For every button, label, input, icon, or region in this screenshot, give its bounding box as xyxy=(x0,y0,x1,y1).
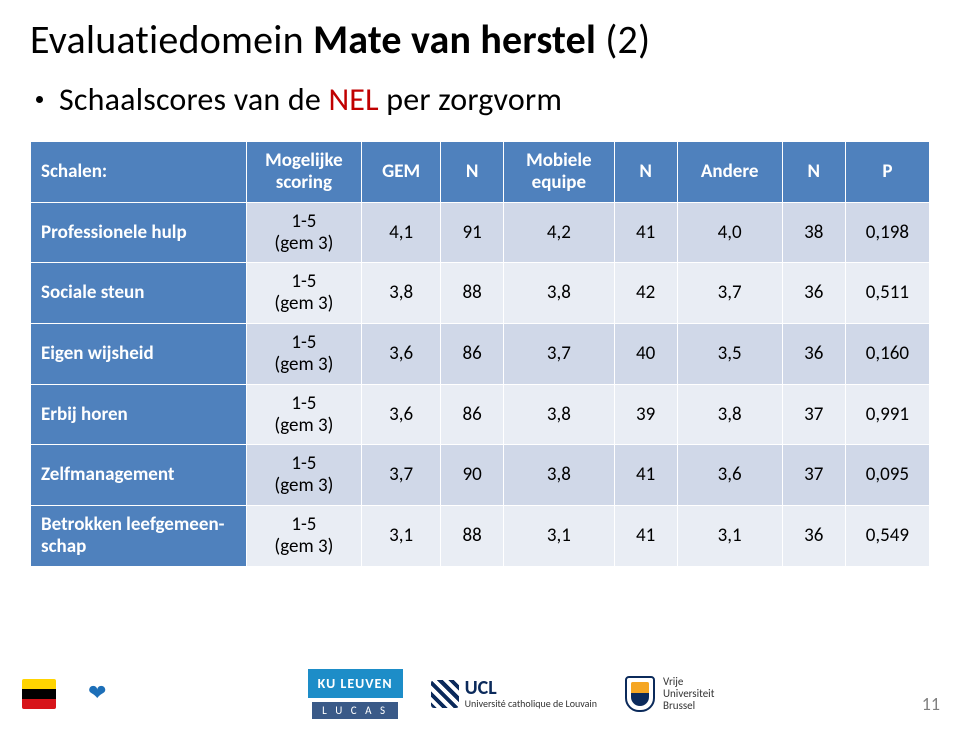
cell-n1: 86 xyxy=(441,384,504,445)
ucl-small-label: Université catholique de Louvain xyxy=(465,699,597,710)
heart-icon xyxy=(84,679,118,709)
title-bold: Mate van herstel xyxy=(313,15,596,64)
th-mobiele: Mobiele equipe xyxy=(504,142,614,203)
table-row: Betrokken leefgemeen-schap1-5 (gem 3)3,1… xyxy=(31,506,930,567)
cell-label: Sociale steun xyxy=(31,263,247,324)
title-suffix: (2) xyxy=(596,15,650,64)
cell-p: 0,991 xyxy=(845,384,929,445)
cell-gem: 3,8 xyxy=(362,263,441,324)
lucas-logo: KU LEUVEN L U C A S xyxy=(308,669,403,719)
cell-label: Eigen wijsheid xyxy=(31,324,247,385)
cell-scoring: 1-5 (gem 3) xyxy=(246,202,362,263)
table-row: Professionele hulp1-5 (gem 3)4,1914,2414… xyxy=(31,202,930,263)
cell-n3: 37 xyxy=(782,445,845,506)
cell-n1: 90 xyxy=(441,445,504,506)
cell-scoring: 1-5 (gem 3) xyxy=(246,506,362,567)
cell-n1: 91 xyxy=(441,202,504,263)
cell-p: 0,198 xyxy=(845,202,929,263)
cell-me: 3,7 xyxy=(504,324,614,385)
table-row: Erbij horen1-5 (gem 3)3,6863,8393,8370,9… xyxy=(31,384,930,445)
cell-n3: 37 xyxy=(782,384,845,445)
slide-title: Evaluatiedomein Mate van herstel (2) xyxy=(30,18,930,62)
th-andere: Andere xyxy=(677,142,782,203)
cell-label: Zelfmanagement xyxy=(31,445,247,506)
vub-shield-icon xyxy=(625,676,655,712)
cell-label: Professionele hulp xyxy=(31,202,247,263)
cell-p: 0,511 xyxy=(845,263,929,324)
cell-n2: 41 xyxy=(614,506,677,567)
lucas-label: L U C A S xyxy=(312,702,398,719)
subtitle-post: per zorgvorm xyxy=(379,80,562,119)
subtitle-pre: Schaalscores van de xyxy=(59,80,328,119)
th-schalen: Schalen: xyxy=(31,142,247,203)
cell-label: Erbij horen xyxy=(31,384,247,445)
ucl-mark-icon xyxy=(431,680,459,708)
cell-n2: 42 xyxy=(614,263,677,324)
cell-gem: 4,1 xyxy=(362,202,441,263)
page-number: 11 xyxy=(922,693,940,715)
cell-n2: 41 xyxy=(614,445,677,506)
cell-n3: 36 xyxy=(782,324,845,385)
cell-and: 4,0 xyxy=(677,202,782,263)
data-table: Schalen: Mogelijke scoring GEM N Mobiele… xyxy=(30,141,930,567)
cell-gem: 3,6 xyxy=(362,384,441,445)
cell-gem: 3,7 xyxy=(362,445,441,506)
table-header-row: Schalen: Mogelijke scoring GEM N Mobiele… xyxy=(31,142,930,203)
cell-label: Betrokken leefgemeen-schap xyxy=(31,506,247,567)
cell-scoring: 1-5 (gem 3) xyxy=(246,445,362,506)
cell-n3: 36 xyxy=(782,506,845,567)
cell-n2: 39 xyxy=(614,384,677,445)
cell-n1: 88 xyxy=(441,263,504,324)
cell-and: 3,7 xyxy=(677,263,782,324)
cell-me: 3,8 xyxy=(504,263,614,324)
cell-scoring: 1-5 (gem 3) xyxy=(246,384,362,445)
th-p: P xyxy=(845,142,929,203)
cell-n2: 40 xyxy=(614,324,677,385)
table-row: Eigen wijsheid1-5 (gem 3)3,6863,7403,536… xyxy=(31,324,930,385)
th-scoring: Mogelijke scoring xyxy=(246,142,362,203)
cell-n1: 88 xyxy=(441,506,504,567)
vub-logo: Vrije Universiteit Brussel xyxy=(625,676,714,712)
cell-scoring: 1-5 (gem 3) xyxy=(246,263,362,324)
cell-and: 3,5 xyxy=(677,324,782,385)
th-gem: GEM xyxy=(362,142,441,203)
cell-me: 3,8 xyxy=(504,445,614,506)
cell-n1: 86 xyxy=(441,324,504,385)
cell-scoring: 1-5 (gem 3) xyxy=(246,324,362,385)
cell-p: 0,095 xyxy=(845,445,929,506)
table-row: Zelfmanagement1-5 (gem 3)3,7903,8413,637… xyxy=(31,445,930,506)
vub-line3: Brussel xyxy=(663,700,714,712)
cell-n2: 41 xyxy=(614,202,677,263)
cell-p: 0,549 xyxy=(845,506,929,567)
footer: KU LEUVEN L U C A S UCL Université catho… xyxy=(0,669,960,719)
th-n1: N xyxy=(441,142,504,203)
ucl-big-label: UCL xyxy=(465,678,597,699)
cell-n3: 36 xyxy=(782,263,845,324)
subtitle-accent: NEL xyxy=(328,80,378,119)
th-n3: N xyxy=(782,142,845,203)
cell-and: 3,8 xyxy=(677,384,782,445)
belgium-flag-icon xyxy=(22,679,56,709)
ucl-logo: UCL Université catholique de Louvain xyxy=(431,678,597,710)
subtitle: Schaalscores van de NEL per zorgvorm xyxy=(59,80,562,119)
cell-n3: 38 xyxy=(782,202,845,263)
kuleuven-logo: KU LEUVEN xyxy=(308,669,403,698)
table-row: Sociale steun1-5 (gem 3)3,8883,8423,7360… xyxy=(31,263,930,324)
cell-and: 3,1 xyxy=(677,506,782,567)
th-n2: N xyxy=(614,142,677,203)
cell-and: 3,6 xyxy=(677,445,782,506)
bullet-icon xyxy=(36,96,43,103)
cell-me: 3,1 xyxy=(504,506,614,567)
title-pre: Evaluatiedomein xyxy=(30,15,313,64)
cell-p: 0,160 xyxy=(845,324,929,385)
cell-gem: 3,6 xyxy=(362,324,441,385)
cell-me: 4,2 xyxy=(504,202,614,263)
cell-me: 3,8 xyxy=(504,384,614,445)
subtitle-row: Schaalscores van de NEL per zorgvorm xyxy=(30,80,930,119)
cell-gem: 3,1 xyxy=(362,506,441,567)
